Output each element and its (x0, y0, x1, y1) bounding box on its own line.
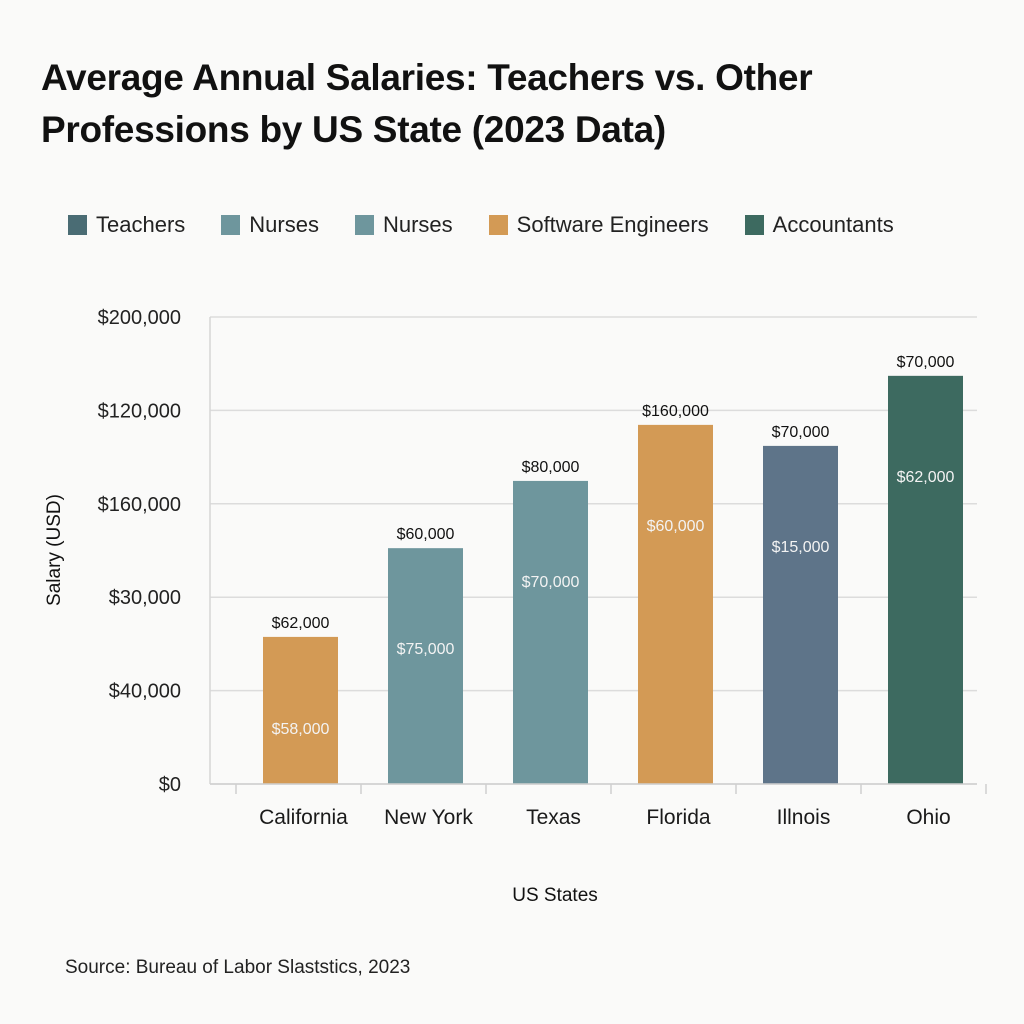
x-tick-label: California (259, 806, 348, 829)
bar-inner-label: $70,000 (522, 574, 580, 591)
legend-item: Accountants (744, 212, 894, 238)
y-tick-label: $120,000 (98, 400, 181, 422)
bar-top-label: $80,000 (522, 459, 580, 476)
y-tick-label: $160,000 (98, 494, 181, 516)
x-tick-label: Illnois (777, 806, 831, 829)
y-tick-label: $40,000 (109, 681, 181, 703)
legend-item: Nurses (221, 212, 319, 238)
legend-swatch (221, 215, 241, 235)
bar-inner-label: $60,000 (647, 518, 705, 535)
y-tick-label: $200,000 (98, 307, 181, 329)
bar-texas (513, 480, 588, 784)
legend-item: Teachers (68, 212, 185, 238)
x-axis-ticks: California New York Texas Florida Illnois Ohi… (210, 783, 987, 829)
legend-swatch (68, 215, 87, 235)
legend-label: Teachers (96, 212, 186, 237)
legend-label: Nurses (382, 212, 453, 237)
legend-label: Software Engineers (516, 212, 709, 237)
y-tick-label: $30,000 (109, 587, 181, 609)
bar-florida (638, 424, 713, 784)
legend-item: Nurses (354, 212, 453, 238)
bar-inner-label: $15,000 (772, 539, 830, 556)
legend-item: Software Engineers (488, 212, 709, 238)
y-axis-title: Salary (USD) (44, 494, 65, 606)
source-note: Source: Bureau of Labor Slaststics, 2023 (65, 957, 411, 978)
legend: Teachers Nurses Nurses Software Engineers Ac… (68, 212, 930, 238)
bar-inner-label: $75,000 (397, 641, 455, 658)
bar-top-label: $62,000 (272, 615, 330, 632)
legend-label: Accountants (772, 212, 894, 237)
legend-swatch (354, 215, 374, 235)
bar-inner-label: $58,000 (272, 721, 330, 738)
legend-swatch (488, 215, 508, 235)
bar-new-york (388, 548, 463, 784)
y-axis-ticks: $0 $40,000 $30,000 $160,000 $120,000 $200,000 (98, 307, 181, 796)
chart-title: Average Annual Salaries: Teachers vs. Ot… (41, 57, 813, 150)
bar-top-label: $60,000 (397, 526, 455, 543)
legend-swatch (744, 215, 764, 235)
x-tick-label: Texas (526, 806, 581, 829)
y-tick-label: $0 (159, 774, 181, 796)
x-axis-title: US States (512, 885, 598, 906)
bar-top-label: $160,000 (642, 403, 709, 420)
bars: $62,000 $58,000 $60,000 $75,000 $80,000 $70,0… (263, 354, 963, 784)
bar-illnois (763, 445, 838, 784)
bar-inner-label: $62,000 (897, 469, 955, 486)
bar-top-label: $70,000 (897, 354, 955, 371)
x-tick-label: Florida (646, 806, 711, 829)
x-tick-label: Ohio (906, 806, 950, 829)
x-tick-label: New York (384, 806, 473, 829)
bar-ohio (888, 375, 963, 784)
legend-label: Nurses (249, 212, 319, 237)
bar-california (263, 636, 338, 784)
bar-top-label: $70,000 (772, 424, 830, 441)
